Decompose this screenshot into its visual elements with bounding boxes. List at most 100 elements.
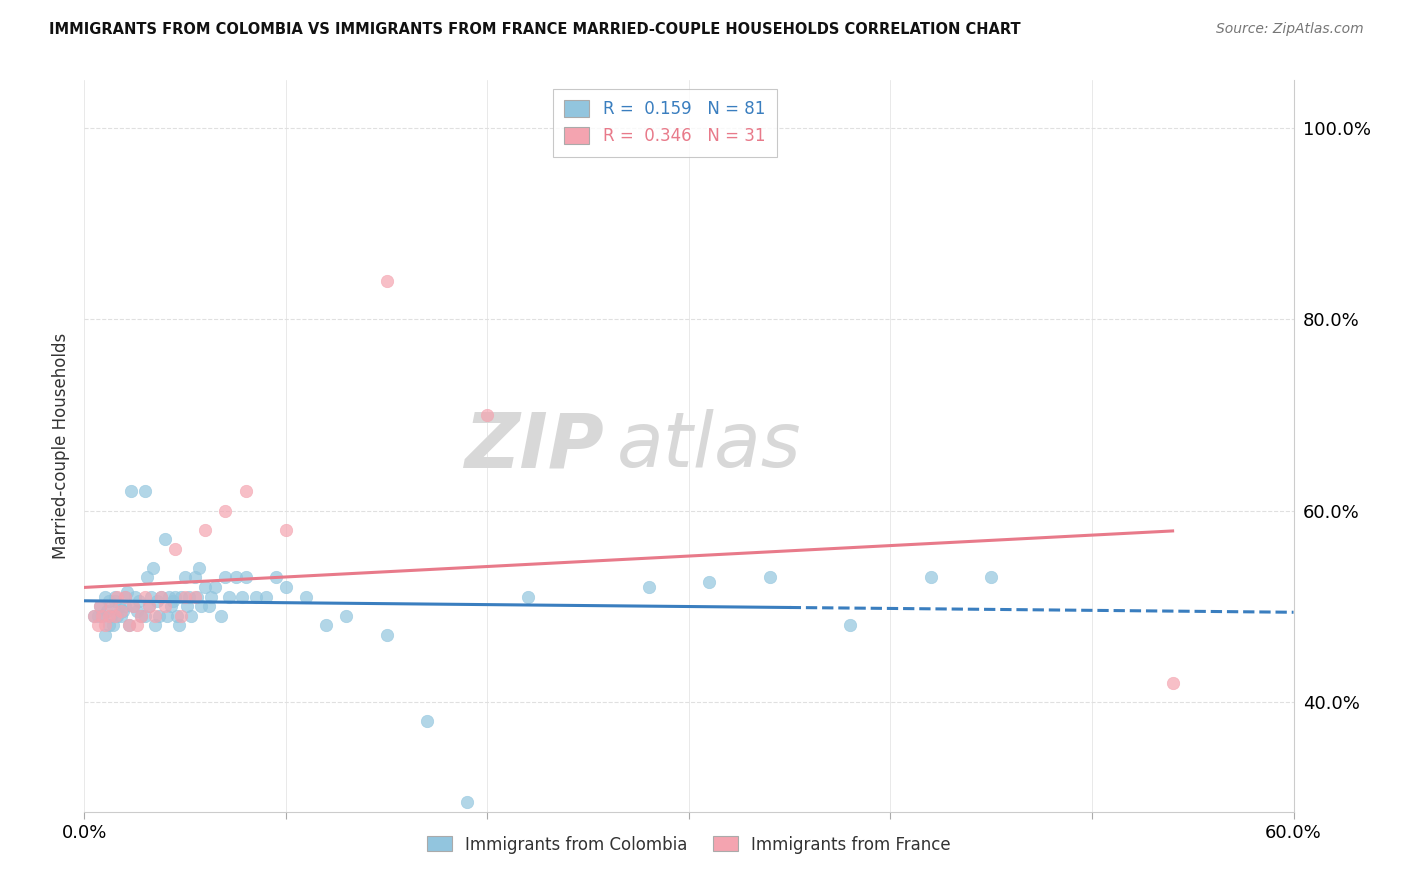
Point [129,608,152,623]
Point [128,594,150,608]
Point [104,594,127,608]
Text: atlas: atlas [616,409,801,483]
Point [105,608,128,623]
Point [218,590,240,604]
Point [264,570,287,584]
Point [315,618,337,632]
Point [89,599,111,614]
Point [174,590,197,604]
Point [143,618,166,632]
Text: Source: ZipAtlas.com: Source: ZipAtlas.com [1216,22,1364,37]
Point [139,590,162,604]
Point [165,541,187,556]
Text: ZIP: ZIP [464,409,605,483]
Point [149,590,172,604]
Point [980,570,1002,584]
Point [91,608,114,623]
Point [114,590,136,604]
Point [142,561,165,575]
Point [165,590,187,604]
Point [97,608,120,623]
Point [274,580,297,594]
Point [121,599,143,614]
Point [176,599,198,614]
Point [93,628,115,642]
Point [170,608,193,623]
Point [235,570,257,584]
Point [416,714,439,728]
Point [170,590,193,604]
Point [160,599,183,614]
Point [87,608,110,623]
Point [375,274,398,288]
Point [214,503,236,517]
Point [121,599,143,614]
Point [124,590,146,604]
Point [194,580,217,594]
Y-axis label: Married-couple Households: Married-couple Households [52,333,70,559]
Point [105,590,128,604]
Point [97,594,120,608]
Point [107,599,129,614]
Point [148,608,170,623]
Point [153,533,176,547]
Point [194,523,217,537]
Point [125,618,148,632]
Point [167,618,190,632]
Point [153,599,176,614]
Point [204,580,226,594]
Point [1161,675,1184,690]
Point [110,608,132,623]
Point [180,608,202,623]
Point [254,590,277,604]
Point [162,594,184,608]
Point [143,608,166,623]
Point [93,590,115,604]
Point [100,608,122,623]
Point [91,608,114,623]
Point [114,590,136,604]
Point [697,575,720,590]
Point [184,570,207,584]
Point [920,570,942,584]
Point [115,584,138,599]
Point [188,561,211,575]
Point [295,590,318,604]
Point [335,608,357,623]
Point [111,604,134,618]
Point [125,604,148,618]
Point [166,608,188,623]
Point [110,604,132,618]
Point [134,590,156,604]
Point [135,570,157,584]
Point [87,618,110,632]
Point [456,795,478,809]
Point [138,599,160,614]
Point [200,590,222,604]
Point [100,599,122,614]
Point [758,570,780,584]
Point [104,590,127,604]
Point [637,580,659,594]
Text: IMMIGRANTS FROM COLOMBIA VS IMMIGRANTS FROM FRANCE MARRIED-COUPLE HOUSEHOLDS COR: IMMIGRANTS FROM COLOMBIA VS IMMIGRANTS F… [49,22,1021,37]
Point [93,618,115,632]
Point [186,590,208,604]
Point [477,408,499,422]
Point [214,570,236,584]
Point [83,608,105,623]
Point [274,523,297,537]
Point [190,599,212,614]
Point [118,618,141,632]
Point [146,594,169,608]
Point [97,618,120,632]
Point [96,604,118,618]
Point [245,590,267,604]
Point [104,608,127,623]
Point [209,608,232,623]
Point [184,590,207,604]
Point [156,608,179,623]
Point [174,570,197,584]
Point [231,590,253,604]
Point [179,590,201,604]
Point [101,618,124,632]
